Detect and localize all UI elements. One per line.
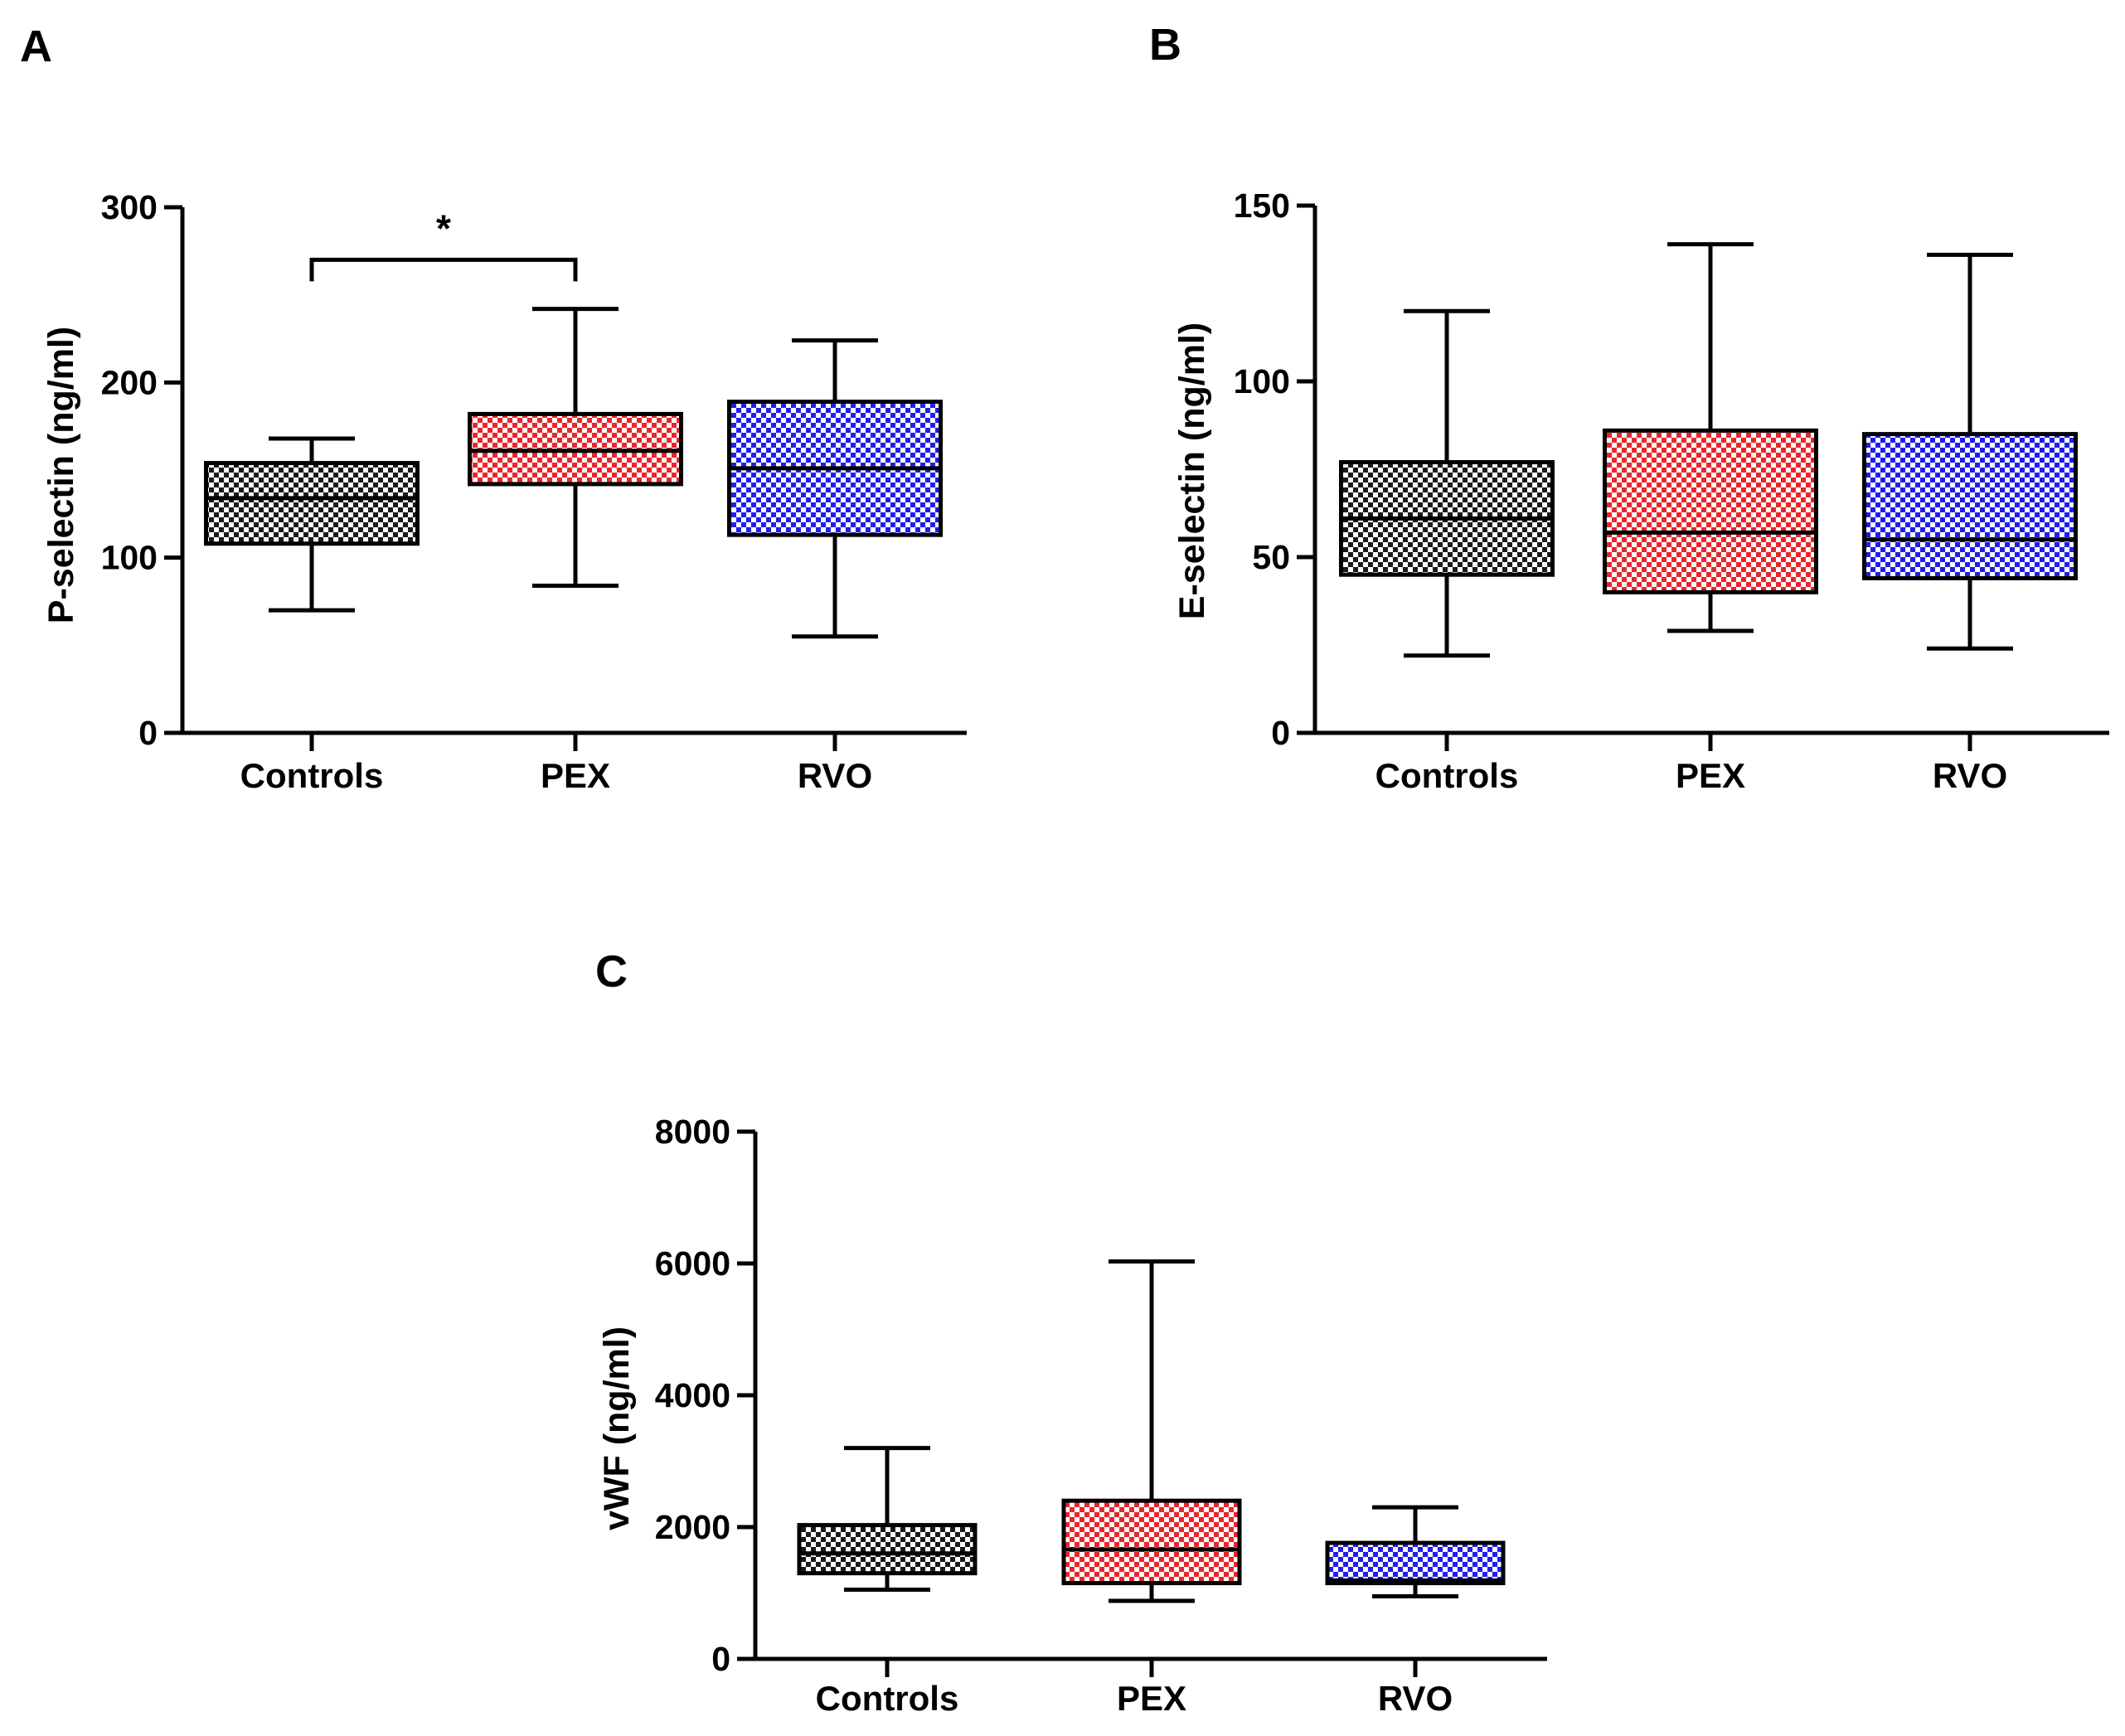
- panel-letter-c: C: [595, 947, 628, 997]
- x-tick-label-c-rvo: RVO: [1378, 1679, 1453, 1718]
- chart-b-e-selectin: E-selectin (ng/ml) 0 50 100 150 Controls PEX R…: [1172, 187, 2109, 795]
- panel-letter-a: A: [20, 22, 52, 71]
- box-a-rvo: [727, 338, 943, 639]
- y-tick-label-c-8000: 8000: [655, 1113, 730, 1151]
- y-axis-title-a: P-selectin (ng/ml): [41, 327, 81, 623]
- x-tick-label-a-pex: PEX: [541, 756, 610, 795]
- box-c-controls: [797, 1446, 978, 1593]
- y-tick-label-a-200: 200: [101, 363, 158, 401]
- x-tick-label-b-rvo: RVO: [1933, 756, 2007, 795]
- x-tick-label-b-pex: PEX: [1676, 756, 1745, 795]
- box-b-pex: [1603, 242, 1818, 633]
- box-c-pex: [1061, 1259, 1242, 1603]
- y-tick-label-c-4000: 4000: [655, 1376, 730, 1414]
- y-tick-label-a-300: 300: [101, 188, 158, 226]
- significance-label-a: *: [436, 206, 451, 250]
- y-axis-title-c: vWF (ng/ml): [597, 1326, 637, 1530]
- x-tick-label-c-pex: PEX: [1117, 1679, 1186, 1718]
- box-b-controls: [1339, 308, 1555, 658]
- x-tick-label-b-controls: Controls: [1375, 756, 1519, 795]
- y-tick-label-a-0: 0: [138, 714, 158, 752]
- x-tick-label-a-controls: Controls: [240, 756, 384, 795]
- y-tick-label-c-0: 0: [711, 1640, 730, 1678]
- box-iqr-c-pex: [1061, 1498, 1242, 1586]
- chart-a-p-selectin: P-selectin (ng/ml) 0 100 200 300 Controls PEX…: [41, 188, 967, 795]
- box-a-pex: [468, 307, 683, 588]
- box-iqr-c-rvo: [1325, 1540, 1506, 1586]
- box-iqr-b-pex: [1603, 428, 1818, 594]
- y-tick-label-b-150: 150: [1234, 187, 1290, 225]
- x-tick-label-a-rvo: RVO: [798, 756, 872, 795]
- y-tick-label-a-100: 100: [101, 539, 158, 577]
- y-axis-title-b: E-selectin (ng/ml): [1172, 322, 1212, 619]
- y-tick-label-b-0: 0: [1271, 714, 1290, 752]
- y-tick-label-b-50: 50: [1252, 538, 1290, 576]
- x-tick-label-c-controls: Controls: [816, 1679, 959, 1718]
- box-b-rvo: [1862, 252, 2078, 651]
- chart-c-vwf: vWF (ng/ml) 0 2000 4000 6000 8000 Controls PEX…: [597, 1113, 1547, 1718]
- box-iqr-c-controls: [797, 1523, 978, 1576]
- box-c-rvo: [1325, 1505, 1506, 1598]
- significance-line-a: [309, 257, 578, 282]
- box-iqr-a-controls: [204, 461, 420, 546]
- y-tick-label-c-2000: 2000: [655, 1508, 730, 1546]
- box-a-controls: [204, 436, 420, 613]
- panel-letter-b: B: [1149, 20, 1181, 70]
- significance-bracket-a: *: [309, 206, 578, 282]
- box-iqr-b-rvo: [1862, 432, 2078, 580]
- y-tick-label-b-100: 100: [1234, 362, 1290, 400]
- y-tick-label-c-6000: 6000: [655, 1244, 730, 1283]
